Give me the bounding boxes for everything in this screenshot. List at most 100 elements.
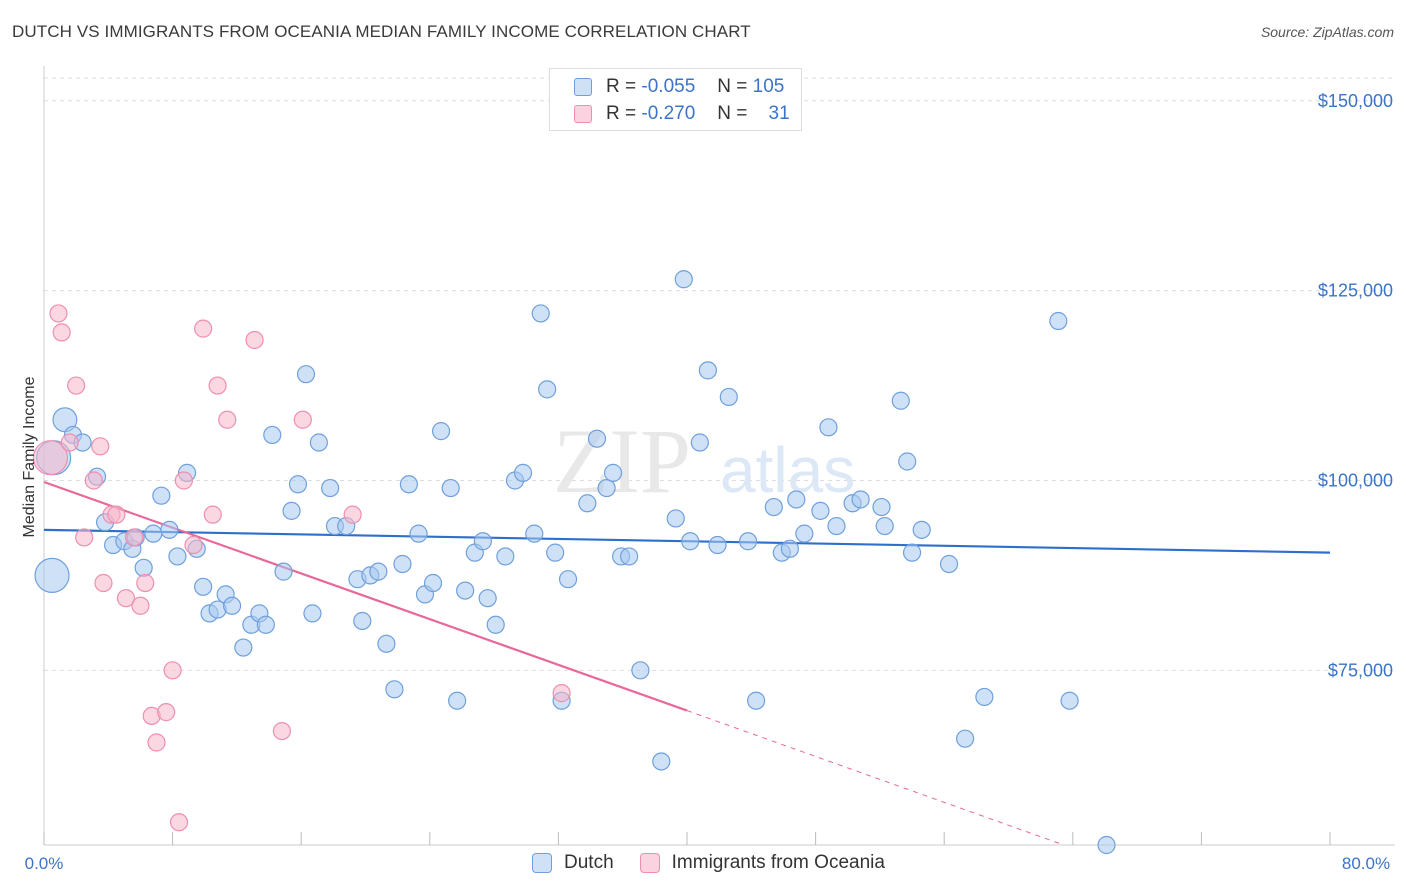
oceania-trend-extension xyxy=(686,710,1065,846)
dutch-point xyxy=(321,478,340,498)
dutch-point xyxy=(719,387,738,407)
dutch-point xyxy=(144,524,163,543)
oceania-point xyxy=(60,433,79,452)
dutch-point xyxy=(194,577,213,596)
dutch-point xyxy=(409,524,428,543)
dutch-point xyxy=(385,680,404,699)
series-swatch-dutch xyxy=(532,853,552,873)
dutch-point xyxy=(912,520,931,539)
series-legend-dutch[interactable]: Dutch xyxy=(532,852,614,874)
oceania-point xyxy=(194,319,213,338)
dutch-point xyxy=(955,729,975,748)
dutch-point xyxy=(234,638,253,657)
series-swatch-oceania xyxy=(639,853,660,873)
oceania-point xyxy=(147,733,166,752)
dutch-point xyxy=(160,520,179,539)
grid-lines xyxy=(44,77,1395,671)
oceania-point xyxy=(169,813,189,832)
x-tick-label-min: 0.0% xyxy=(25,854,64,873)
dutch-point xyxy=(496,547,515,566)
dutch-point xyxy=(652,752,671,771)
dutch-point xyxy=(296,365,316,384)
dutch-point xyxy=(431,422,451,441)
y-tick-label: $75,000 xyxy=(1328,660,1393,680)
dutch-point xyxy=(764,497,783,517)
oceania-point xyxy=(136,573,155,593)
oceania-point xyxy=(552,684,571,703)
dutch-point xyxy=(708,535,727,555)
dutch-point xyxy=(399,475,419,494)
legend-swatch-dutch xyxy=(574,78,592,96)
dutch-point xyxy=(441,478,460,498)
dutch-point xyxy=(288,475,308,494)
series-label-dutch: Dutch xyxy=(564,852,614,873)
oceania-point xyxy=(163,661,182,680)
dutch-point xyxy=(597,478,616,498)
dutch-point xyxy=(546,543,565,562)
x-tick-label-max: 80.0% xyxy=(1342,854,1390,873)
dutch-point xyxy=(282,501,301,520)
dutch-point xyxy=(875,516,894,536)
dutch-point xyxy=(34,557,70,594)
oceania-point xyxy=(32,440,69,476)
dutch-point xyxy=(811,501,830,520)
oceania-point xyxy=(67,376,86,395)
dutch-point xyxy=(134,558,153,577)
data-points xyxy=(32,270,1116,855)
dutch-point xyxy=(473,532,492,551)
legend-r-value: -0.270 xyxy=(641,103,696,124)
dutch-point xyxy=(631,661,650,680)
oceania-trend-line xyxy=(43,480,688,712)
dutch-point xyxy=(303,604,322,623)
dutch-point xyxy=(698,361,717,380)
dutch-point xyxy=(222,596,242,615)
oceania-point xyxy=(52,323,71,342)
dutch-point xyxy=(538,380,557,399)
dutch-point xyxy=(819,418,838,437)
series-legend-oceania[interactable]: Immigrants from Oceania xyxy=(639,852,885,874)
oceania-point xyxy=(75,528,94,547)
dutch-point xyxy=(263,425,282,445)
dutch-point xyxy=(1060,691,1079,710)
legend-swatch-oceania xyxy=(574,105,592,123)
legend-n-label: N = xyxy=(717,103,748,124)
dutch-point xyxy=(578,494,597,513)
dutch-point xyxy=(603,463,623,482)
tick-labels: $75,000 $100,000 $125,000 $150,000 0.0% 80.0% xyxy=(25,91,1393,873)
oceania-point xyxy=(174,471,193,490)
oceania-point xyxy=(131,596,150,615)
dutch-point xyxy=(666,509,685,528)
dutch-point xyxy=(898,452,917,471)
watermark: ZIP xyxy=(553,410,691,512)
dutch-point xyxy=(369,562,388,581)
dutch-point xyxy=(587,429,607,448)
dutch-point xyxy=(152,486,171,505)
dutch-point xyxy=(168,547,187,566)
correlation-legend: R = -0.055 N = 105 R = -0.270 N = 31 xyxy=(549,68,802,131)
oceania-point xyxy=(343,505,362,524)
oceania-point xyxy=(184,535,203,555)
y-tick-label: $125,000 xyxy=(1318,281,1393,301)
dutch-point xyxy=(309,433,328,452)
y-axis-label: Median Family Income xyxy=(21,376,38,537)
dutch-point xyxy=(1049,311,1068,331)
dutch-point xyxy=(478,589,497,608)
dutch-point xyxy=(393,554,412,574)
oceania-point xyxy=(208,376,227,395)
oceania-point xyxy=(84,471,103,490)
legend-r-label: R = xyxy=(606,103,637,124)
dutch-point xyxy=(787,490,806,509)
dutch-point xyxy=(558,570,578,589)
legend-n-value: 31 xyxy=(768,103,790,124)
dutch-point xyxy=(747,691,766,710)
legend-n-value: 105 xyxy=(752,76,785,97)
dutch-point xyxy=(256,615,275,634)
dutch-point xyxy=(902,543,922,562)
series-label-oceania: Immigrants from Oceania xyxy=(671,852,885,873)
dutch-point xyxy=(274,562,293,581)
dutch-point xyxy=(1097,835,1116,855)
oceania-point xyxy=(203,505,222,524)
dutch-point xyxy=(674,270,693,289)
oceania-point xyxy=(91,437,110,456)
